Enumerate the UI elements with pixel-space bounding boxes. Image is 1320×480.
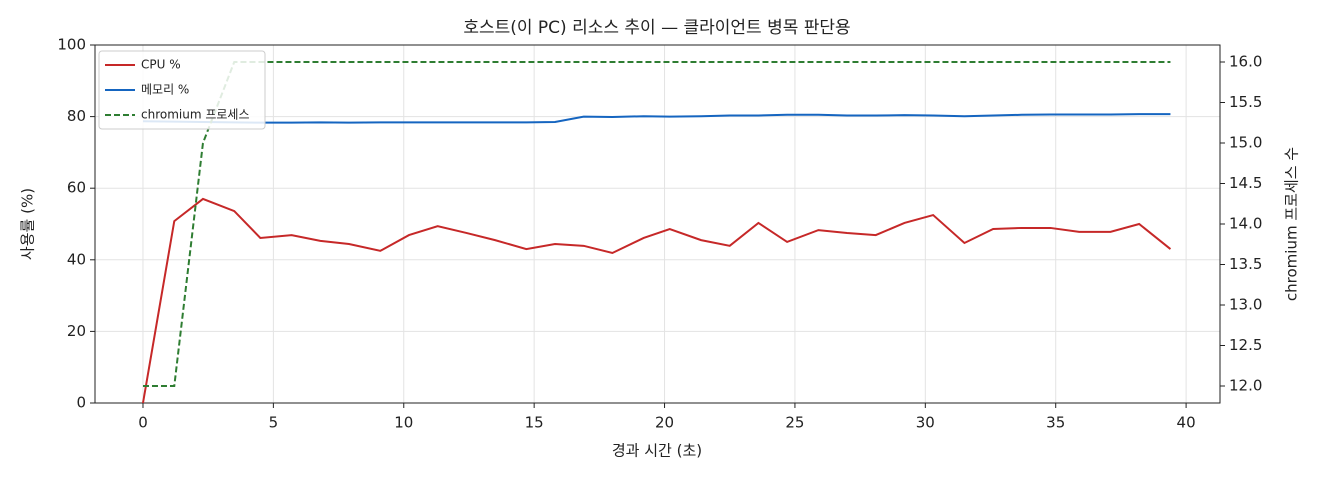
chart-title: 호스트(이 PC) 리소스 추이 — 클라이언트 병목 판단용 — [463, 18, 850, 38]
x-tick-label: 35 — [1046, 414, 1065, 432]
y-tick-label: 60 — [67, 179, 86, 197]
x-tick-label: 30 — [916, 414, 935, 432]
legend-label: chromium 프로세스 — [141, 108, 250, 122]
legend-box — [98, 50, 266, 130]
x-tick-label: 5 — [269, 414, 279, 432]
y2-tick-label: 14.5 — [1229, 174, 1262, 192]
x-tick-label: 20 — [655, 414, 674, 432]
y2-tick-label: 12.5 — [1229, 336, 1262, 354]
series-line — [141, 197, 1172, 404]
y2-tick-label: 12.0 — [1229, 376, 1262, 394]
y2-tick-label: 15.5 — [1229, 93, 1262, 111]
y2-tick-label: 14.0 — [1229, 215, 1262, 233]
y-axis-label: 사용률 (%) — [19, 188, 37, 260]
x-tick-label: 10 — [394, 414, 413, 432]
y2-tick-label: 15.0 — [1229, 134, 1262, 152]
x-tick-label: 0 — [138, 414, 148, 432]
y2-tick-label: 16.0 — [1229, 53, 1262, 71]
y2-tick-label: 13.5 — [1229, 255, 1262, 273]
y-tick-label: 20 — [67, 322, 86, 340]
plot-frame — [94, 44, 1221, 404]
y-tick-label: 0 — [76, 394, 86, 412]
series-line — [142, 61, 1171, 387]
legend-label: CPU % — [141, 58, 181, 72]
x-tick-label: 40 — [1177, 414, 1196, 432]
legend-label: 메모리 % — [141, 83, 189, 97]
y2-axis-label: chromium 프로세스 수 — [1283, 147, 1301, 301]
x-tick-label: 15 — [525, 414, 544, 432]
y2-tick-label: 13.0 — [1229, 295, 1262, 313]
x-axis-label: 경과 시간 (초) — [612, 442, 702, 460]
y-tick-label: 40 — [67, 250, 86, 268]
x-tick-label: 25 — [785, 414, 804, 432]
series-line — [142, 113, 1171, 124]
y-tick-label: 80 — [67, 107, 86, 125]
y-tick-label: 100 — [57, 36, 86, 54]
